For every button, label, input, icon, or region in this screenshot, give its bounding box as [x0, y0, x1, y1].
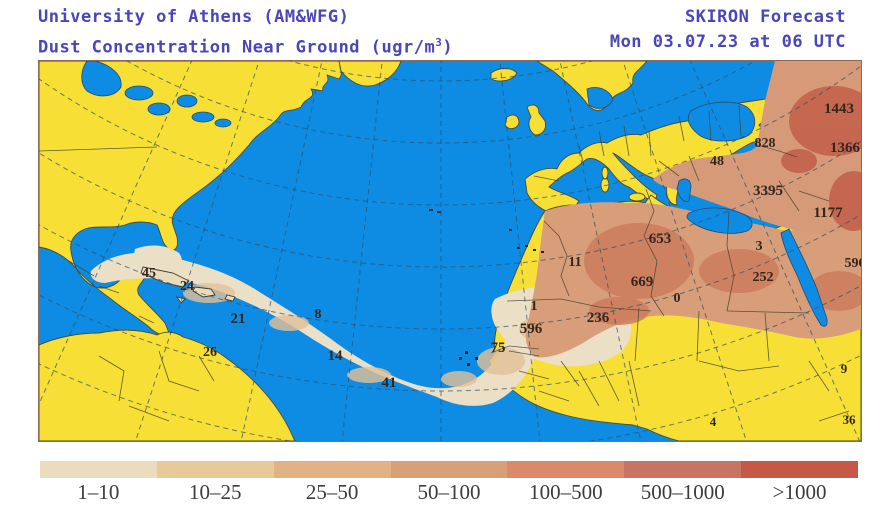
hispaniola — [192, 286, 216, 298]
superscript-3: 3 — [435, 36, 443, 49]
map-value-label: 653 — [649, 231, 672, 247]
map-value-label: 252 — [753, 270, 774, 285]
atlantic-dust-plume — [90, 252, 541, 406]
map-value-label: 1177 — [813, 205, 843, 221]
header-right: SKIRON Forecast Mon 03.07.23 at 06 UTC — [610, 5, 846, 55]
forecast-map: 45 24 21 26 8 14 41 75 596 1 11 236 669 653 0 3 252 48 828… — [38, 60, 862, 442]
cuba — [140, 266, 190, 288]
puerto-rico — [224, 294, 236, 302]
legend-color-bar — [40, 461, 859, 478]
map-value-label: 9 — [841, 361, 848, 376]
map-value-label: 4 — [710, 414, 717, 429]
legend-range-labels: 1–10 10–25 25–50 50–100 100–500 500–1000 >1000 — [40, 480, 858, 505]
map-value-labels: 4524212681441755961112366696530325248828… — [142, 101, 861, 429]
iceland — [490, 68, 518, 82]
great-britain — [526, 104, 546, 136]
map-value-label: 8 — [315, 307, 322, 322]
map-value-label: 36 — [843, 412, 857, 427]
legend-range-label: 10–25 — [189, 480, 242, 504]
map-value-label: 21 — [231, 311, 246, 327]
map-value-label: 45 — [142, 266, 156, 281]
header-left: University of Athens (AM&WFG) Dust Conce… — [38, 5, 453, 61]
legend-range-label: >1000 — [772, 480, 827, 504]
legend-range-label: 1–10 — [77, 480, 120, 504]
map-value-label: 3 — [756, 239, 763, 254]
product-title: Dust Concentration Near Ground (ugr/m3) — [38, 36, 454, 58]
map-value-label: 14 — [328, 348, 344, 364]
legend-range-label: 500–1000 — [640, 480, 725, 504]
map-value-label: 24 — [180, 279, 194, 294]
map-value-label: 828 — [755, 136, 776, 151]
great-lake-erie — [191, 111, 215, 123]
legend-range-label: 100–500 — [529, 480, 603, 504]
legend-color-swatch — [273, 461, 391, 478]
map-value-label: 41 — [382, 375, 397, 391]
map-value-label: 48 — [710, 154, 724, 169]
great-lake-superior — [124, 85, 154, 101]
legend-range-label: 25–50 — [305, 480, 359, 504]
legend-color-swatch — [624, 461, 742, 478]
legend-color-swatch — [507, 461, 625, 478]
forecast-datetime: Mon 03.07.23 at 06 UTC — [609, 32, 846, 52]
legend-range-label: 50–100 — [417, 480, 481, 504]
model-title: SKIRON Forecast — [684, 7, 846, 27]
institution-title: University of Athens (AM&WFG) — [38, 7, 350, 27]
map-value-label: 236 — [587, 310, 610, 326]
legend-color-swatch — [156, 461, 274, 478]
aegean-sea — [676, 178, 692, 202]
map-value-label: 11 — [568, 255, 581, 270]
country-borders — [39, 105, 850, 422]
florida-dust-patch — [133, 245, 182, 272]
map-value-label: 1443 — [824, 101, 854, 117]
sicily — [628, 192, 646, 202]
corsica — [601, 166, 609, 180]
map-value-label: 3395 — [753, 183, 783, 199]
great-lake-ontario — [214, 118, 232, 128]
map-value-label: 26 — [203, 345, 217, 360]
black-sea — [687, 101, 756, 142]
great-lake-huron — [176, 94, 198, 108]
ireland — [504, 114, 520, 130]
graticule — [39, 61, 861, 441]
map-value-label: 596 — [520, 321, 543, 337]
map-value-label: 1366 — [830, 140, 861, 156]
hudson-bay — [81, 61, 122, 97]
seas — [81, 61, 828, 327]
map-value-label: 669 — [631, 274, 654, 290]
east-mediterranean — [686, 207, 753, 234]
small-islands — [429, 209, 544, 366]
red-sea — [780, 228, 828, 327]
dust-severe-patches — [584, 223, 861, 325]
map-value-label: 75 — [491, 340, 506, 356]
greenland — [338, 61, 402, 87]
caribbean-islands — [140, 266, 236, 304]
dust-extreme-patches — [781, 86, 861, 231]
legend-color-swatch — [40, 461, 157, 478]
legend-color-swatch — [390, 461, 508, 478]
map-value-label: 0 — [674, 291, 681, 306]
dust-plumes — [90, 61, 861, 406]
baltic-sea — [586, 87, 614, 109]
great-lake-michigan — [147, 102, 171, 116]
map-value-label: 1 — [531, 299, 538, 314]
legend-color-swatch — [741, 461, 859, 478]
map-value-label: 596 — [845, 256, 862, 271]
